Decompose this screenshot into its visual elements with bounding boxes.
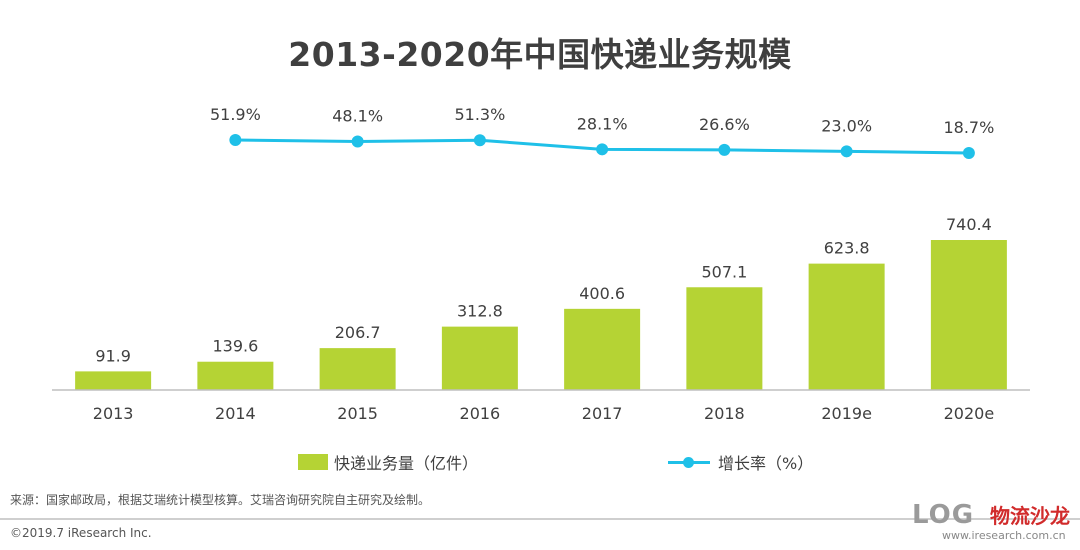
- source-note: 来源：国家邮政局，根据艾瑞统计模型核算。艾瑞咨询研究院自主研究及绘制。: [10, 493, 431, 507]
- legend-swatch-growth: [668, 454, 710, 470]
- bar-value-label-2015: 206.7: [335, 323, 381, 342]
- bar-value-label-2019e: 623.8: [824, 239, 870, 258]
- watermark-logo: LOG 物流沙龙 www.iresearch.com.cn: [912, 496, 1072, 546]
- bar-value-label-2020e: 740.4: [946, 215, 992, 234]
- bar-value-label-2018: 507.1: [701, 262, 747, 281]
- growth-line-layer: 51.9% 48.1% 51.3% 28.1% 26.6% 23.0% 18.7%: [210, 105, 994, 159]
- bar-2013: [75, 371, 152, 390]
- legend-label-growth: 增长率（%）: [718, 454, 814, 473]
- bar-2020e: [930, 240, 1007, 390]
- legend: 快递业务量（亿件） 增长率（%）: [0, 450, 1080, 474]
- x-tick-2014: 2014: [215, 404, 256, 423]
- chart-plot: 91.9139.6206.7312.8400.6507.1623.8740.4 …: [52, 105, 1030, 423]
- growth-point-2014: [229, 134, 242, 146]
- bar-value-label-2014: 139.6: [212, 337, 258, 356]
- x-tick-2020e: 2020e: [944, 404, 995, 423]
- watermark-brand: 物流沙龙: [990, 504, 1070, 528]
- x-tick-2015: 2015: [337, 404, 378, 423]
- growth-point-2020e: [962, 147, 975, 159]
- growth-point-2019e: [840, 145, 853, 158]
- growth-point-2016: [473, 134, 486, 147]
- bar-value-label-2016: 312.8: [457, 302, 503, 321]
- bar-2017: [564, 308, 641, 390]
- growth-label-2014: 51.9%: [210, 105, 261, 124]
- watermark-log-text: LOG: [912, 500, 975, 530]
- x-tick-2016: 2016: [460, 404, 501, 423]
- bar-value-label-2013: 91.9: [95, 346, 131, 365]
- growth-point-2015: [351, 135, 364, 148]
- bar-2016: [441, 326, 518, 390]
- growth-label-2015: 48.1%: [332, 106, 383, 125]
- legend-item-volume: 快递业务量（亿件）: [298, 450, 478, 474]
- legend-label-volume: 快递业务量（亿件）: [334, 454, 479, 473]
- bars-layer: 91.9 139.6 206.7 312.8 400.6 507.1 623.8 740.4: [75, 215, 1007, 390]
- growth-label-2016: 51.3%: [454, 105, 505, 124]
- growth-point-2018: [718, 143, 731, 156]
- watermark-url: www.iresearch.com.cn: [942, 529, 1066, 542]
- bar-2019e: [808, 263, 885, 390]
- bar-2018: [686, 287, 763, 390]
- bar-2015: [319, 348, 396, 390]
- x-tick-2018: 2018: [704, 404, 745, 423]
- footer-divider: [0, 518, 1080, 520]
- x-tick-2013: 2013: [93, 404, 134, 423]
- x-tick-labels: 2013 2014 2015 2016 2017 2018 2019e 2020e: [93, 404, 994, 423]
- growth-label-2019e: 23.0%: [821, 116, 872, 135]
- x-tick-2019e: 2019e: [821, 404, 872, 423]
- chart-title: 2013-2020年中国快递业务规模: [288, 35, 792, 74]
- x-tick-2017: 2017: [582, 404, 623, 423]
- bar-2014: [197, 361, 274, 390]
- growth-label-2017: 28.1%: [577, 114, 628, 133]
- legend-swatch-volume: [298, 454, 328, 470]
- bar-value-label-2017: 400.6: [579, 284, 625, 303]
- growth-label-2020e: 18.7%: [943, 118, 994, 137]
- legend-item-growth: 增长率（%）: [668, 450, 813, 474]
- growth-label-2018: 26.6%: [699, 115, 750, 134]
- growth-point-2017: [596, 143, 609, 156]
- copyright-text: ©2019.7 iResearch Inc.: [10, 526, 152, 540]
